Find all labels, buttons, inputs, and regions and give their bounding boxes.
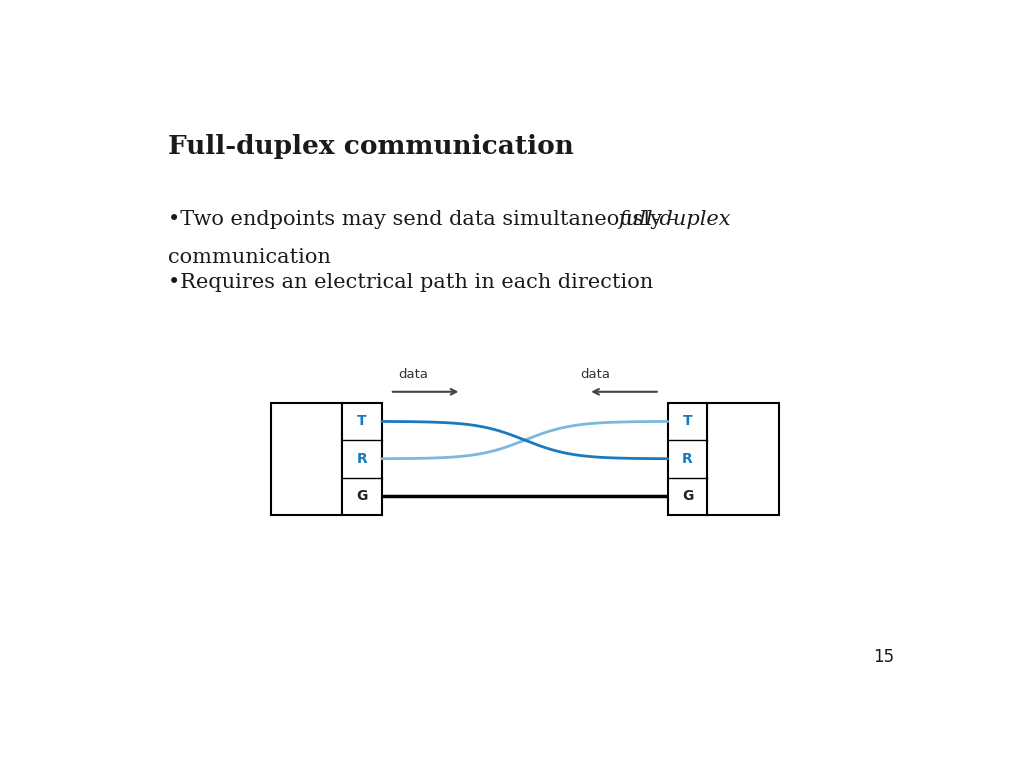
- Text: communication: communication: [168, 248, 331, 266]
- Text: R: R: [356, 452, 368, 466]
- Text: G: G: [356, 489, 368, 503]
- Text: full-duplex: full-duplex: [618, 210, 731, 230]
- Text: data: data: [581, 368, 610, 381]
- Text: •Two endpoints may send data simultaneously -: •Two endpoints may send data simultaneou…: [168, 210, 682, 230]
- Text: •Requires an electrical path in each direction: •Requires an electrical path in each dir…: [168, 273, 653, 292]
- Bar: [342, 402, 382, 515]
- Text: R: R: [682, 452, 693, 466]
- Text: Full-duplex communication: Full-duplex communication: [168, 134, 573, 158]
- Bar: [270, 402, 342, 515]
- Text: data: data: [397, 368, 428, 381]
- Bar: [708, 402, 778, 515]
- Text: T: T: [357, 415, 367, 429]
- Bar: [668, 402, 708, 515]
- Text: G: G: [682, 489, 693, 503]
- Text: T: T: [683, 415, 692, 429]
- Text: 15: 15: [872, 647, 894, 666]
